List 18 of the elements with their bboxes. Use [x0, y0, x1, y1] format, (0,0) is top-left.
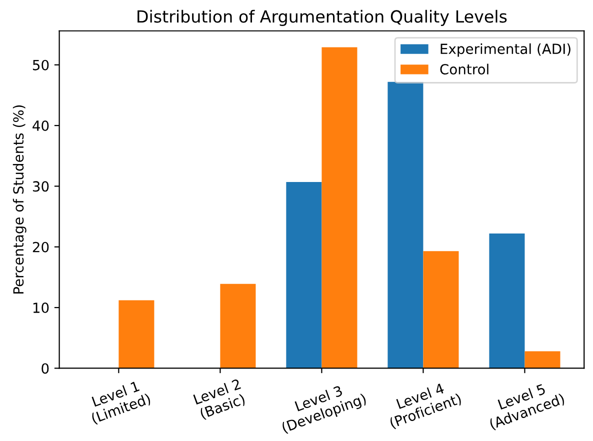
bar — [220, 284, 256, 368]
bar — [489, 234, 525, 368]
legend-label: Experimental (ADI) — [440, 43, 570, 57]
y-tick-label: 30 — [32, 181, 49, 192]
bar — [322, 47, 358, 368]
legend-label: Control — [440, 64, 488, 75]
bar — [388, 82, 424, 368]
bar — [286, 182, 322, 368]
bar — [423, 251, 459, 368]
y-tick-label: 50 — [32, 60, 49, 70]
y-tick-label: 0 — [42, 363, 49, 374]
y-tick-label: 40 — [32, 120, 49, 131]
chart-title: Distribution of Argumentation Quality Levels — [138, 10, 507, 26]
y-tick-label: 10 — [33, 302, 49, 314]
y-axis-title: Percentage of Students (%) — [12, 105, 26, 294]
y-tick-label: 20 — [32, 242, 49, 252]
bar — [118, 300, 154, 368]
bar — [524, 351, 560, 368]
